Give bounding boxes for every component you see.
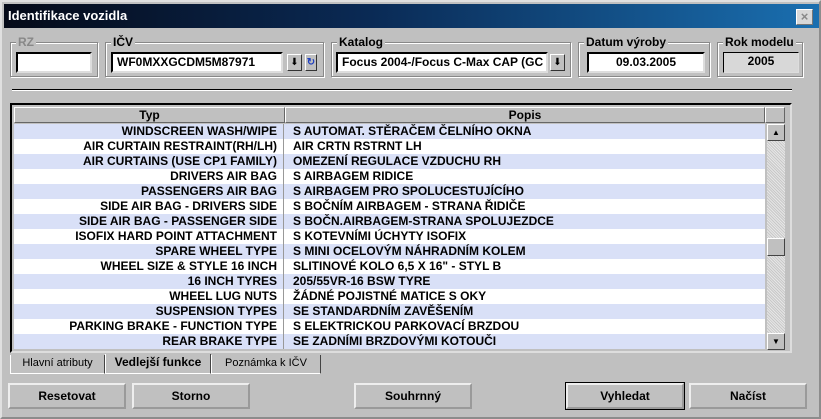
table-row[interactable]: REAR BRAKE TYPE SE ZADNÍMI BRZDOVÝMI KOTO…	[14, 334, 765, 349]
popis-cell: SE ZADNÍMI BRZDOVÝMI KOTOUČI	[293, 334, 497, 348]
datum-group: Datum výroby 09.03.2005	[578, 35, 710, 77]
reset-button[interactable]: Resetovat	[8, 383, 126, 409]
icv-group: IČV WF0MXXGCDM5M87971 ⬇ ↻	[105, 35, 324, 77]
katalog-label: Katalog	[337, 35, 386, 49]
typ-cell: WHEEL LUG NUTS	[14, 289, 284, 304]
popis-cell: OMEZENÍ REGULACE VZDUCHU RH	[293, 154, 502, 168]
table-row[interactable]: WHEEL SIZE & STYLE 16 INCH SLITINOVÉ KOLO…	[14, 259, 765, 274]
typ-cell: SIDE AIR BAG - PASSENGER SIDE	[14, 214, 284, 229]
tab-poznamka-k-icv[interactable]: Poznámka k IČV	[211, 355, 321, 374]
datum-label: Datum výroby	[584, 35, 669, 49]
separator	[12, 89, 792, 91]
window-title: Identifikace vozidla	[8, 8, 128, 23]
popis-cell: S BOČNÍM AIRBAGEM - STRANA ŘIDIČE	[293, 199, 526, 213]
refresh-button[interactable]: ↻	[305, 54, 317, 71]
table-row[interactable]: AIR CURTAIN RESTRAINT(RH/LH) AIR CRTN RST…	[14, 139, 765, 154]
typ-cell: SPARE WHEEL TYPE	[14, 244, 284, 259]
icv-dropdown-button[interactable]: ⬇	[287, 54, 302, 71]
popis-cell: S AUTOMAT. STĚRAČEM ČELNÍHO OKNA	[293, 124, 532, 138]
down-arrow-icon: ▼	[772, 337, 780, 346]
scroll-down-button[interactable]: ▼	[767, 333, 785, 350]
typ-cell: PARKING BRAKE - FUNCTION TYPE	[14, 319, 284, 334]
popis-cell: SLITINOVÉ KOLO 6,5 X 16" - STYL B	[293, 259, 502, 273]
popis-cell: S AIRBAGEM RIDICE	[293, 169, 414, 183]
table-row[interactable]: PARKING BRAKE - FUNCTION TYPE S ELEKTRICK…	[14, 319, 765, 334]
up-arrow-icon: ▲	[772, 128, 780, 137]
typ-cell: PASSENGERS AIR BAG	[14, 184, 284, 199]
popis-cell: S AIRBAGEM PRO SPOLUCESTUJÍCÍHO	[293, 184, 524, 198]
icv-input[interactable]: WF0MXXGCDM5M87971	[111, 52, 283, 73]
popis-cell: SE STANDARDNÍM ZAVĚŠENÍM	[293, 304, 474, 318]
souhrnny-button[interactable]: Souhrnný	[354, 383, 472, 409]
popis-cell: AIR CRTN RSTRNT LH	[293, 139, 422, 153]
column-header-corner	[765, 107, 785, 123]
typ-cell: AIR CURTAINS (USE CP1 FAMILY)	[14, 154, 284, 169]
rz-group: RZ	[10, 35, 98, 77]
vertical-scrollbar[interactable]: ▲ ▼	[767, 124, 785, 350]
table-row[interactable]: SIDE AIR BAG - PASSENGER SIDE S BOČN.AIRB…	[14, 214, 765, 229]
popis-cell: S ELEKTRICKOU PARKOVACÍ BRZDOU	[293, 319, 520, 333]
popis-cell: S MINI OCELOVÝM NÁHRADNÍM KOLEM	[293, 244, 526, 258]
typ-cell: AIR CURTAIN RESTRAINT(RH/LH)	[14, 139, 284, 154]
nacist-button[interactable]: Načíst	[689, 383, 807, 409]
rok-label: Rok modelu	[723, 35, 796, 49]
tab-vedlejsi-funkce[interactable]: Vedlejší funkce	[105, 354, 211, 374]
datum-input[interactable]: 09.03.2005	[587, 52, 705, 73]
katalog-group: Katalog Focus 2004-/Focus C-Max CAP (GC …	[331, 35, 571, 77]
rok-value: 2005	[723, 52, 799, 73]
typ-cell: SUSPENSION TYPES	[14, 304, 284, 319]
popis-cell: ŽÁDNÉ POJISTNÉ MATICE S OKY	[293, 289, 487, 303]
typ-cell: WHEEL SIZE & STYLE 16 INCH	[14, 259, 284, 274]
vyhledat-button[interactable]: Vyhledat	[565, 382, 685, 410]
icv-label: IČV	[111, 35, 136, 49]
popis-cell: S BOČN.AIRBAGEM-STRANA SPOLUJEZDCE	[293, 214, 554, 228]
rz-input[interactable]	[16, 52, 92, 73]
typ-cell: ISOFIX HARD POINT ATTACHMENT	[14, 229, 284, 244]
title-bar: Identifikace vozidla ×	[4, 4, 819, 28]
table-row[interactable]: DRIVERS AIR BAG S AIRBAGEM RIDICE	[14, 169, 765, 184]
scroll-thumb[interactable]	[767, 238, 785, 256]
popis-cell: S KOTEVNÍMI ÚCHYTY ISOFIX	[293, 229, 467, 243]
down-arrow-icon: ⬇	[553, 57, 562, 68]
katalog-select[interactable]: Focus 2004-/Focus C-Max CAP (GC	[336, 52, 548, 73]
popis-cell: 205/55VR-16 BSW TYRE	[293, 274, 431, 288]
table-row[interactable]: WHEEL LUG NUTS ŽÁDNÉ POJISTNÉ MATICE S OK…	[14, 289, 765, 304]
table-row[interactable]: AIR CURTAINS (USE CP1 FAMILY) OMEZENÍ REG…	[14, 154, 765, 169]
column-header-typ[interactable]: Typ	[14, 107, 285, 123]
typ-cell: REAR BRAKE TYPE	[14, 334, 284, 349]
tab-hlavni-atributy[interactable]: Hlavní atributy	[10, 355, 105, 374]
down-arrow-icon: ⬇	[290, 57, 299, 68]
table-row[interactable]: SPARE WHEEL TYPE S MINI OCELOVÝM NÁHRADNÍ…	[14, 244, 765, 259]
table-row[interactable]: WINDSCREEN WASH/WIPE S AUTOMAT. STĚRAČEM …	[14, 124, 765, 139]
typ-cell: 16 INCH TYRES	[14, 274, 284, 289]
table-row[interactable]: SIDE AIR BAG - DRIVERS SIDE S BOČNÍM AIRB…	[14, 199, 765, 214]
rz-label: RZ	[16, 35, 36, 49]
close-button[interactable]: ×	[796, 9, 813, 25]
scroll-up-button[interactable]: ▲	[767, 124, 785, 141]
table-row[interactable]: 16 INCH TYRES 205/55VR-16 BSW TYRE	[14, 274, 765, 289]
table-row[interactable]: ISOFIX HARD POINT ATTACHMENT S KOTEVNÍMI …	[14, 229, 765, 244]
typ-cell: WINDSCREEN WASH/WIPE	[14, 124, 284, 139]
typ-cell: DRIVERS AIR BAG	[14, 169, 284, 184]
storno-button[interactable]: Storno	[132, 383, 250, 409]
katalog-dropdown-button[interactable]: ⬇	[550, 54, 565, 71]
refresh-icon: ↻	[306, 57, 316, 68]
table-row[interactable]: PASSENGERS AIR BAG S AIRBAGEM PRO SPOLUCE…	[14, 184, 765, 199]
rok-group: Rok modelu 2005	[717, 35, 803, 77]
attributes-table: Typ Popis WINDSCREEN WASH/WIPE S AUTOMAT.…	[10, 103, 792, 353]
typ-cell: SIDE AIR BAG - DRIVERS SIDE	[14, 199, 284, 214]
column-header-popis[interactable]: Popis	[285, 107, 765, 123]
table-row[interactable]: SUSPENSION TYPES SE STANDARDNÍM ZAVĚŠENÍM	[14, 304, 765, 319]
